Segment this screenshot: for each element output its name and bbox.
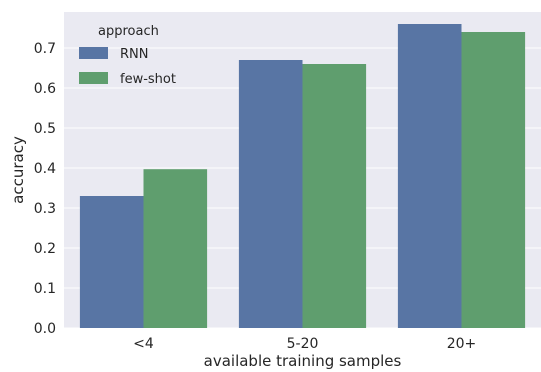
legend-title: approach [98,24,159,39]
legend-swatch [79,72,108,84]
y-tick-label: 0.3 [34,201,56,217]
x-tick-label: 5-20 [287,336,319,352]
bar-rnn-0 [79,196,144,328]
y-tick-label: 0.6 [34,81,56,97]
bar-few-shot-1 [302,64,367,328]
x-tick-label: 20+ [447,336,477,352]
legend-label: RNN [120,47,148,62]
y-tick-label: 0.7 [34,41,56,57]
bar-few-shot-2 [461,32,526,328]
x-tick-labels: <4 5-20 20+ [133,336,476,352]
y-tick-label: 0.0 [34,321,56,337]
y-tick-label: 0.2 [34,241,56,257]
bar-rnn-2 [397,24,462,328]
bar-few-shot-0 [143,169,208,328]
y-tick-labels: 0.0 0.1 0.2 0.3 0.4 0.5 0.6 0.7 [34,41,56,337]
x-axis-label: available training samples [204,352,402,370]
y-axis-label: accuracy [9,136,27,204]
y-tick-label: 0.5 [34,121,56,137]
y-tick-label: 0.4 [34,161,56,177]
legend-swatch [79,47,108,59]
bars [79,24,526,328]
legend-label: few-shot [120,72,176,87]
bar-rnn-1 [238,60,303,328]
x-tick-label: <4 [133,336,154,352]
y-tick-label: 0.1 [34,281,56,297]
legend: approach RNN few-shot [79,24,176,87]
